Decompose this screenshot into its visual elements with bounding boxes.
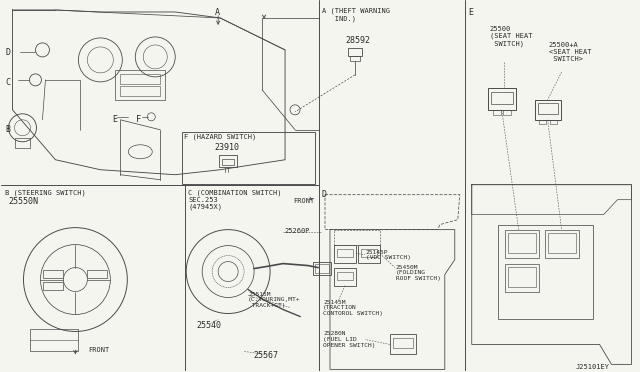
Bar (508, 267, 536, 286)
Bar (361, 248, 377, 257)
Text: 25515M
(C.TOURING,MT+
 TRACK+GT): 25515M (C.TOURING,MT+ TRACK+GT) (248, 292, 301, 308)
Text: 25260P: 25260P (284, 228, 310, 234)
Bar (31, 330, 78, 352)
Text: B: B (6, 125, 10, 134)
Text: 25540: 25540 (196, 321, 221, 330)
Bar (44, 282, 63, 289)
Bar (539, 120, 546, 124)
Bar (348, 48, 362, 56)
Text: E: E (468, 8, 473, 17)
Bar (493, 110, 500, 115)
Bar (334, 245, 356, 263)
Bar (222, 159, 234, 165)
Bar (115, 70, 165, 100)
Bar (488, 88, 516, 110)
Bar (315, 264, 329, 273)
Bar (120, 86, 160, 96)
Text: 25280N
(FUEL LID
OPENER SWITCH): 25280N (FUEL LID OPENER SWITCH) (323, 331, 376, 348)
Bar (491, 92, 513, 104)
Bar (182, 132, 315, 184)
Text: F (HAZARD SWITCH): F (HAZARD SWITCH) (184, 134, 257, 140)
Bar (508, 232, 536, 253)
Text: 25500
(SEAT HEAT
 SWITCH): 25500 (SEAT HEAT SWITCH) (490, 26, 532, 47)
Bar (534, 100, 561, 120)
Text: SEC.253
(47945X): SEC.253 (47945X) (188, 197, 222, 210)
Text: J25101EY: J25101EY (575, 365, 609, 371)
Bar (334, 267, 356, 286)
Bar (390, 334, 416, 355)
Bar (545, 230, 579, 257)
Text: FRONT: FRONT (88, 347, 109, 353)
Bar (538, 103, 557, 114)
Text: B (STEERING SWITCH): B (STEERING SWITCH) (4, 190, 85, 196)
Text: A: A (215, 8, 220, 17)
Text: D: D (322, 190, 327, 199)
Bar (88, 270, 108, 278)
Bar (350, 56, 360, 61)
Bar (337, 248, 353, 257)
Text: 25145M
(TRACTION
CONTOROL SWITCH): 25145M (TRACTION CONTOROL SWITCH) (323, 299, 383, 316)
Bar (505, 264, 539, 292)
Text: E: E (113, 115, 117, 124)
Text: A (THEFT WARNING
   IND.): A (THEFT WARNING IND.) (322, 8, 390, 22)
Text: 23910: 23910 (214, 143, 239, 152)
Text: FRONT: FRONT (293, 198, 314, 204)
Bar (498, 225, 593, 320)
Text: 25500+A
<SEAT HEAT
 SWITCH>: 25500+A <SEAT HEAT SWITCH> (548, 42, 591, 62)
Bar (44, 270, 63, 278)
Text: 25567: 25567 (253, 352, 278, 360)
Bar (550, 120, 557, 124)
Text: 28592: 28592 (345, 36, 370, 45)
Bar (15, 138, 31, 148)
Bar (393, 339, 413, 349)
Text: C (COMBINATION SWITCH): C (COMBINATION SWITCH) (188, 190, 282, 196)
Bar (337, 272, 353, 279)
Text: F: F (136, 115, 141, 124)
Text: C: C (6, 78, 10, 87)
Bar (358, 245, 380, 263)
Bar (502, 110, 511, 115)
Bar (120, 74, 160, 84)
Text: 25450M
(FOLDING
ROOF SWITCH): 25450M (FOLDING ROOF SWITCH) (396, 264, 441, 281)
Text: 25550N: 25550N (8, 197, 38, 206)
Bar (313, 262, 331, 275)
Text: 25145P
(VDC SWITCH): 25145P (VDC SWITCH) (366, 250, 411, 260)
Bar (548, 232, 575, 253)
Bar (219, 155, 237, 167)
Bar (505, 230, 539, 257)
Text: D: D (6, 48, 10, 57)
